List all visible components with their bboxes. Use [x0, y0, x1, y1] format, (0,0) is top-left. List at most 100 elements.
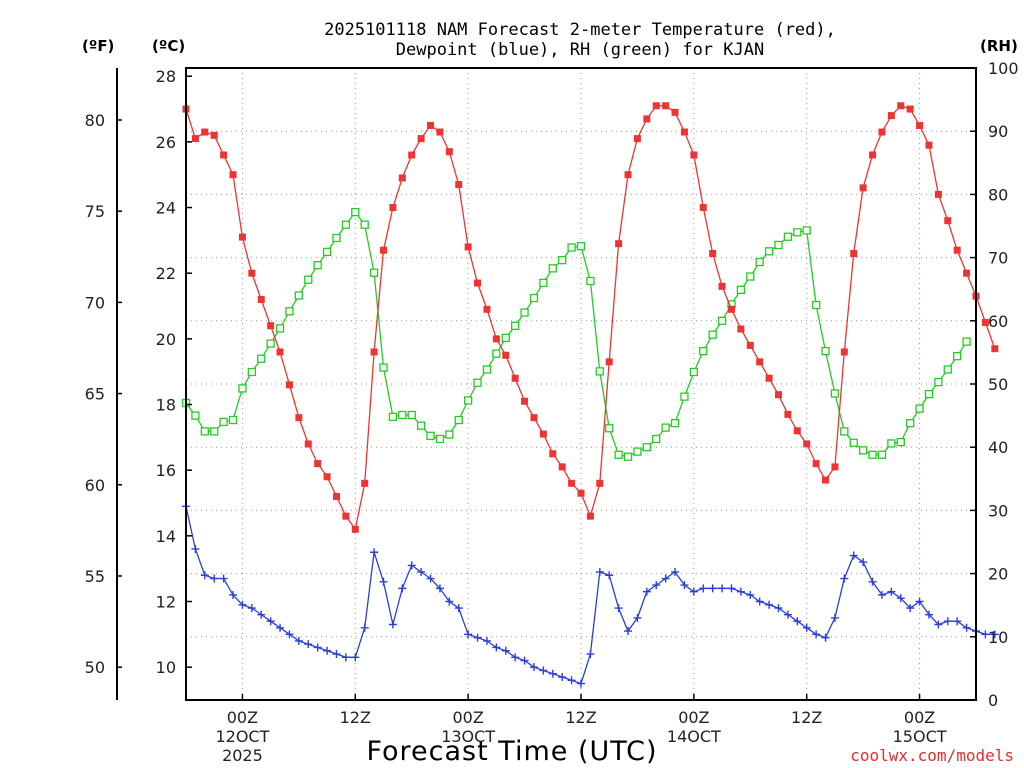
rh-point-53 — [680, 392, 689, 401]
2-meter-temperature-point-33 — [492, 335, 500, 343]
rh-point-27 — [435, 434, 445, 444]
x-tick-year-0: 2025 — [222, 746, 263, 765]
2-meter-temperature-point-7 — [248, 269, 256, 277]
rh-point-48 — [633, 447, 642, 456]
2-meter-temperature-point-8 — [257, 295, 265, 303]
rh-point-1 — [191, 411, 200, 420]
x-tick-label-4: 00Z — [678, 708, 709, 727]
dewpoint-point-57 — [718, 584, 727, 593]
dewpoint-point-17 — [341, 653, 350, 662]
2-meter-temperature-point-17 — [342, 512, 350, 520]
rh-point-65 — [793, 228, 802, 237]
rh-tick-label-80: 80 — [988, 185, 1008, 204]
2-meter-temperature-point-10 — [276, 348, 284, 356]
dewpoint-point-12 — [294, 636, 303, 645]
2-meter-temperature-point-35 — [511, 374, 519, 382]
rh-point-31 — [473, 378, 482, 387]
x-tick-label-2: 00Z — [452, 708, 483, 727]
dewpoint-point-73 — [868, 577, 877, 586]
dewpoint-point-27 — [435, 584, 444, 593]
2-meter-temperature-point-15 — [323, 473, 331, 481]
2-meter-temperature-point-72 — [859, 184, 867, 192]
2-meter-temperature-point-27 — [436, 128, 444, 136]
2-meter-temperature-point-9 — [267, 322, 275, 330]
2-meter-temperature-point-32 — [483, 305, 491, 313]
rh-point-70 — [840, 427, 849, 436]
dewpoint-point-22 — [388, 620, 397, 629]
rh-point-42 — [576, 242, 586, 251]
dewpoint-point-33 — [492, 643, 501, 652]
dewpoint-point-54 — [689, 587, 698, 596]
dewpoint-point-64 — [783, 610, 792, 619]
2-meter-temperature-point-53 — [680, 128, 688, 136]
rh-point-35 — [511, 321, 520, 331]
dewpoint-point-21 — [379, 577, 388, 586]
rh-point-25 — [416, 421, 426, 430]
rh-point-38 — [539, 278, 548, 288]
dewpoint-point-86 — [990, 630, 999, 639]
2-meter-temperature-point-38 — [539, 430, 547, 438]
2-meter-temperature-point-11 — [285, 381, 293, 389]
rh-point-62 — [764, 247, 774, 256]
dewpoint-point-83 — [962, 623, 971, 632]
2-meter-temperature-point-20 — [370, 348, 378, 356]
dewpoint-point-81 — [943, 617, 952, 626]
rh-point-16 — [332, 233, 341, 243]
rh-point-41 — [567, 243, 576, 252]
dewpoint-point-25 — [417, 567, 426, 576]
dewpoint-point-53 — [680, 581, 689, 590]
celsius-tick-label-26: 26 — [156, 133, 176, 152]
rh-point-75 — [887, 439, 896, 448]
celsius-tick-label-20: 20 — [156, 330, 176, 349]
2-meter-temperature-point-42 — [577, 489, 585, 497]
rh-point-9 — [266, 339, 275, 348]
2-meter-temperature-point-49 — [643, 115, 651, 123]
fahrenheit-tick-label-50: 50 — [85, 658, 105, 677]
rh-point-36 — [520, 308, 529, 317]
2-meter-temperature-point-52 — [671, 108, 679, 116]
rh-point-79 — [924, 389, 934, 399]
rh-point-14 — [313, 261, 322, 270]
dewpoint-point-4 — [219, 574, 228, 583]
dewpoint-point-71 — [849, 551, 858, 560]
rh-point-60 — [746, 272, 755, 281]
dewpoint-point-68 — [821, 633, 830, 642]
dewpoint-point-69 — [830, 613, 839, 622]
rh-point-71 — [849, 438, 858, 447]
2-meter-temperature-point-16 — [332, 492, 340, 500]
2-meter-temperature-point-43 — [586, 512, 594, 520]
2-meter-temperature-point-22 — [389, 204, 397, 212]
rh-tick-label-10: 10 — [988, 628, 1008, 647]
fahrenheit-tick-label-75: 75 — [85, 202, 105, 221]
rh-line — [185, 211, 968, 458]
credit-link[interactable]: coolwx.com/models — [850, 746, 1014, 765]
celsius-tick-label-24: 24 — [156, 199, 176, 218]
rh-unit-label: (RH) — [980, 37, 1018, 55]
rh-point-22 — [388, 412, 398, 422]
dewpoint-point-42 — [577, 679, 585, 688]
2-meter-temperature-point-1 — [191, 135, 199, 143]
2-meter-temperature-point-76 — [897, 102, 905, 110]
2-meter-temperature-point-70 — [840, 348, 848, 356]
2-meter-temperature-point-57 — [718, 282, 726, 290]
dewpoint-point-5 — [229, 590, 238, 599]
rh-point-39 — [548, 264, 557, 273]
rh-point-72 — [858, 446, 868, 455]
dewpoint-point-37 — [529, 663, 538, 672]
2-meter-temperature-point-59 — [737, 325, 745, 333]
dewpoint-point-77 — [906, 604, 915, 613]
rh-point-7 — [247, 367, 256, 377]
2-meter-temperature-point-80 — [934, 190, 942, 198]
rh-point-26 — [426, 431, 435, 440]
rh-point-20 — [369, 268, 379, 277]
dewpoint-point-58 — [727, 584, 736, 593]
rh-point-3 — [210, 427, 219, 436]
2-meter-temperature-point-2 — [201, 128, 209, 136]
rh-point-63 — [774, 240, 783, 250]
2-meter-temperature-point-78 — [916, 121, 924, 129]
rh-point-47 — [623, 452, 633, 461]
chart-title-line2: Dewpoint (blue), RH (green) for KJAN — [396, 40, 764, 60]
dewpoint-point-30 — [464, 630, 473, 639]
rh-point-13 — [304, 275, 313, 284]
